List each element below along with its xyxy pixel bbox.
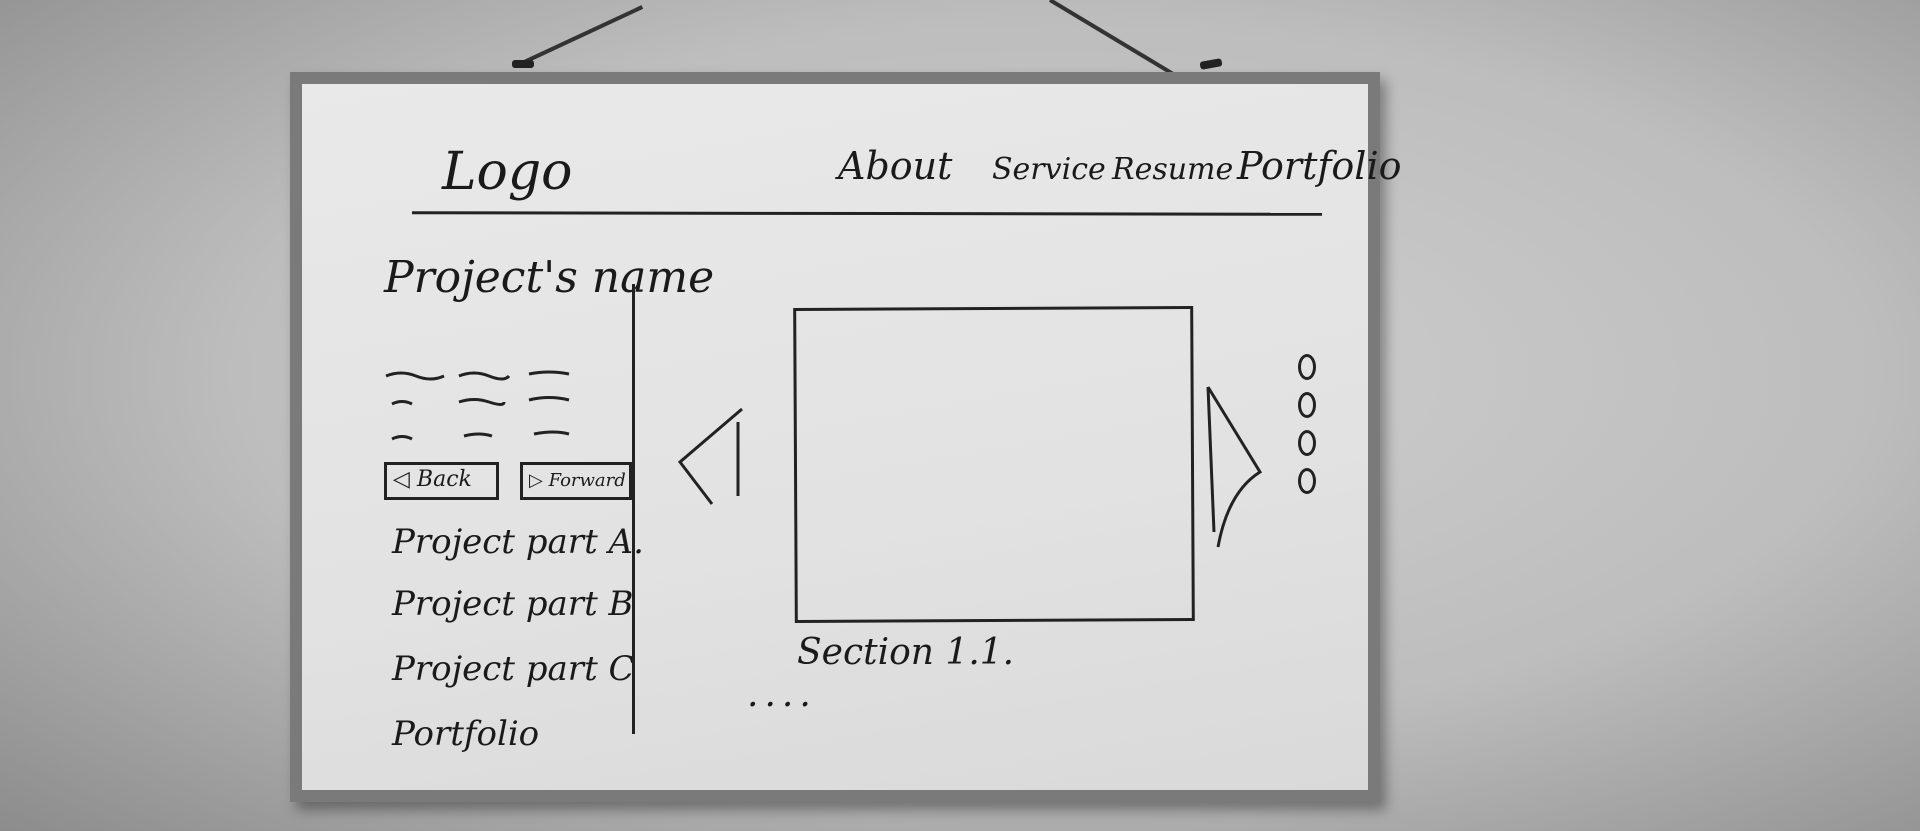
forward-button[interactable]: ▷ Forward bbox=[520, 462, 632, 500]
sidebar-divider bbox=[632, 284, 635, 734]
sidebar-item-part-c[interactable]: Project part C bbox=[392, 649, 635, 689]
sidebar-item-part-b[interactable]: Project part B bbox=[392, 584, 634, 624]
nav-portfolio[interactable]: Portfolio bbox=[1237, 144, 1402, 188]
hook-left bbox=[512, 60, 534, 68]
slide-indicators bbox=[1298, 354, 1326, 506]
next-arrow-icon[interactable] bbox=[1200, 382, 1270, 552]
nav-about[interactable]: About bbox=[838, 144, 953, 188]
section-label: Section 1.1. bbox=[797, 632, 1015, 673]
whiteboard: Logo About Service Resume Portfolio Proj… bbox=[290, 72, 1401, 802]
slide-indicator-dot[interactable] bbox=[1298, 430, 1316, 456]
previous-arrow-icon[interactable] bbox=[672, 404, 752, 509]
nav-resume[interactable]: Resume bbox=[1112, 152, 1234, 187]
project-name-heading: Project's name bbox=[384, 252, 715, 303]
slide-indicator-dot[interactable] bbox=[1298, 468, 1316, 494]
placeholder-text-lines bbox=[384, 364, 614, 464]
slide-indicator-dot[interactable] bbox=[1298, 392, 1316, 418]
header-divider bbox=[411, 211, 1323, 216]
back-button[interactable]: ◁ Back bbox=[384, 462, 499, 500]
nav-service[interactable]: Service bbox=[992, 152, 1106, 187]
image-slideshow-frame bbox=[793, 305, 1195, 624]
slide-indicator-dot[interactable] bbox=[1298, 354, 1316, 380]
hook-right bbox=[1199, 58, 1223, 70]
sidebar-item-part-a[interactable]: Project part A. bbox=[392, 522, 644, 562]
hanging-wire-left bbox=[519, 5, 644, 66]
more-ellipsis: .... bbox=[747, 674, 817, 715]
sidebar-item-portfolio[interactable]: Portfolio bbox=[392, 714, 540, 754]
logo[interactable]: Logo bbox=[442, 142, 573, 202]
